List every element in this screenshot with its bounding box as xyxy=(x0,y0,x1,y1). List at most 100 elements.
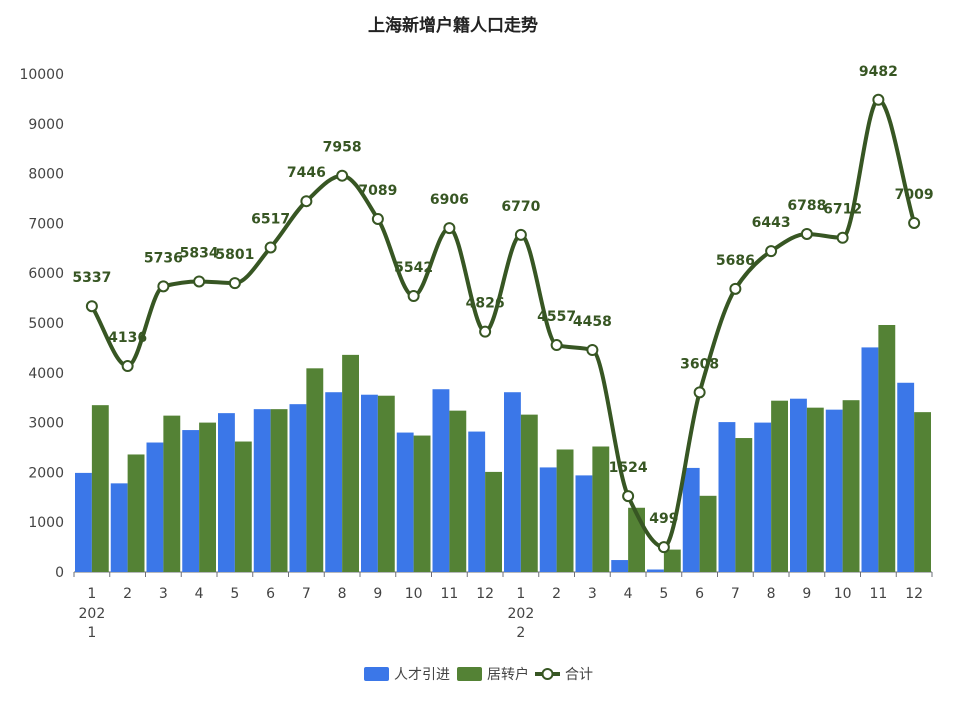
bar-talent xyxy=(825,409,843,572)
x-year-label: 202 xyxy=(508,606,535,622)
bar-talent xyxy=(718,422,736,572)
bar-talent xyxy=(218,413,235,572)
line-point xyxy=(800,227,813,240)
x-tick-label: 5 xyxy=(230,586,239,602)
x-tick-label: 1 xyxy=(87,586,96,602)
data-label-total: 5801 xyxy=(215,247,254,263)
line-point xyxy=(908,216,921,229)
bar-settle xyxy=(663,549,681,572)
bar-settle xyxy=(449,410,467,572)
bar-talent xyxy=(396,432,414,572)
y-tick-label: 6000 xyxy=(28,266,64,282)
bar-talent xyxy=(647,569,664,572)
legend-label: 人才引进 xyxy=(394,667,450,683)
line-point xyxy=(264,241,277,254)
y-tick-label: 0 xyxy=(55,565,64,581)
legend-swatch xyxy=(457,667,482,681)
x-tick-label: 2 xyxy=(552,586,561,602)
x-tick-label: 4 xyxy=(624,586,633,602)
y-tick-label: 8000 xyxy=(28,167,64,183)
legend[interactable]: 人才引进 居转户 合计 xyxy=(364,666,593,683)
line-point xyxy=(765,245,778,258)
bar-talent xyxy=(897,382,915,572)
data-label-total: 499 xyxy=(649,511,678,527)
data-label-total: 4458 xyxy=(573,314,612,330)
y-tick-label: 7000 xyxy=(28,216,64,232)
bar-settle xyxy=(163,415,181,572)
bar-settle xyxy=(485,471,502,572)
line-point xyxy=(85,300,98,313)
x-tick-label: 7 xyxy=(731,586,740,602)
data-label-total: 5736 xyxy=(144,250,183,266)
line-point xyxy=(514,228,527,241)
bar-talent xyxy=(110,483,128,572)
data-label-total: 4136 xyxy=(108,330,147,346)
data-label-total: 6770 xyxy=(501,199,540,215)
legend-item-settle[interactable]: 居转户 xyxy=(457,666,529,683)
bar-talent xyxy=(253,409,271,572)
x-year-label: 1 xyxy=(87,625,96,641)
data-label-total: 1524 xyxy=(609,460,648,476)
data-label-total: 7089 xyxy=(358,183,397,199)
axes: 0 1000 2000 3000 4000 5000 6000 7000 8000 9000 100… xyxy=(19,67,933,641)
x-tick-label: 10 xyxy=(834,586,852,602)
bar-talent xyxy=(182,430,200,572)
data-label-total: 6788 xyxy=(787,198,826,214)
data-label-total: 7958 xyxy=(323,140,362,156)
data-label-total: 6906 xyxy=(430,192,469,208)
x-tick-label: 3 xyxy=(159,586,168,602)
line-point xyxy=(228,277,241,290)
line-point xyxy=(157,280,170,293)
x-tick-label: 8 xyxy=(338,586,347,602)
data-label-total: 6712 xyxy=(823,202,862,218)
line-point xyxy=(836,231,849,244)
line-point xyxy=(622,490,635,503)
y-tick-label: 3000 xyxy=(28,416,64,432)
x-tick-label: 1 xyxy=(516,586,525,602)
line-point xyxy=(550,339,563,352)
bar-talent xyxy=(146,442,164,572)
line-point xyxy=(193,275,206,288)
legend-item-total[interactable]: 合计 xyxy=(535,667,593,683)
bar-settle xyxy=(127,454,145,572)
line-point xyxy=(729,282,742,295)
legend-label: 合计 xyxy=(565,667,593,683)
bar-talent xyxy=(682,467,700,572)
x-tick-label: 11 xyxy=(869,586,887,602)
bar-settle xyxy=(699,495,717,572)
x-tick-label: 7 xyxy=(302,586,311,602)
data-label-total: 5542 xyxy=(394,260,433,276)
line-point xyxy=(693,386,706,399)
data-label-total: 4557 xyxy=(537,309,576,325)
x-tick-label: 10 xyxy=(405,586,423,602)
bar-settle xyxy=(735,438,753,572)
bar-settle xyxy=(771,400,788,572)
x-tick-label: 12 xyxy=(476,586,494,602)
bar-talent xyxy=(611,560,629,572)
bar-settle xyxy=(342,354,359,572)
legend-swatch-point xyxy=(541,668,554,680)
bar-settle xyxy=(91,405,109,572)
data-label-total: 5686 xyxy=(716,253,755,269)
bar-settle xyxy=(842,400,860,572)
y-tick-label: 2000 xyxy=(28,465,64,481)
y-tick-label: 10000 xyxy=(19,67,64,83)
bar-talent xyxy=(432,389,450,572)
legend-item-talent[interactable]: 人才引进 xyxy=(364,667,450,683)
line-point xyxy=(586,343,599,356)
bar-settle xyxy=(556,449,574,572)
bar-talent xyxy=(539,467,557,572)
y-tick-label: 4000 xyxy=(28,366,64,382)
bar-settle xyxy=(234,441,252,572)
bar-talent xyxy=(75,472,92,572)
x-tick-label: 6 xyxy=(695,586,704,602)
x-tick-label: 5 xyxy=(659,586,668,602)
bar-settle xyxy=(914,412,931,572)
y-tick-label: 9000 xyxy=(28,117,64,133)
x-tick-label: 9 xyxy=(373,586,382,602)
bar-settle xyxy=(377,395,395,572)
bar-talent xyxy=(468,431,486,572)
